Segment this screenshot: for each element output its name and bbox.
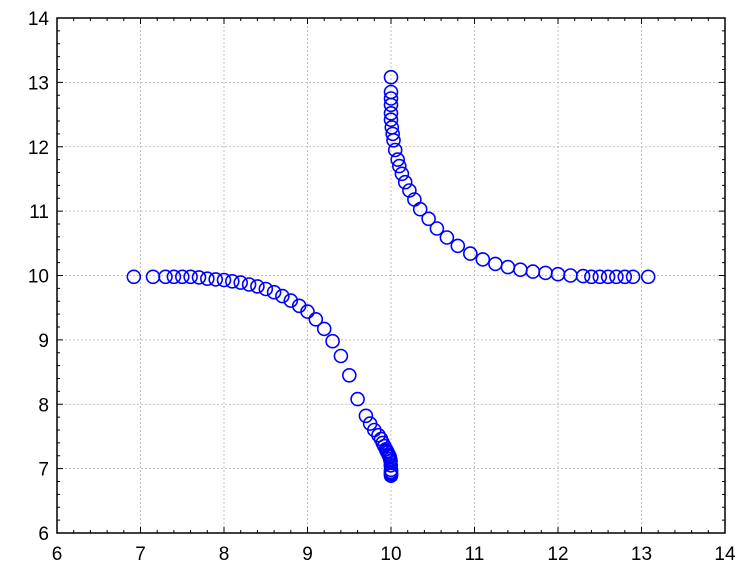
x-tick-label: 12 <box>547 544 568 565</box>
data-point <box>386 133 401 148</box>
x-tick-label: 11 <box>465 544 485 565</box>
data-point <box>258 281 274 297</box>
data-point <box>166 269 182 285</box>
data-points <box>126 69 656 484</box>
x-tick-label: 8 <box>219 544 230 565</box>
data-point <box>575 268 591 284</box>
y-tick-label: 12 <box>28 138 49 159</box>
data-point <box>225 273 240 289</box>
data-point <box>250 279 265 294</box>
data-point <box>350 391 365 407</box>
data-point <box>183 269 198 285</box>
data-point <box>316 321 332 337</box>
data-point <box>475 252 491 267</box>
data-point <box>584 269 599 285</box>
data-point <box>402 183 417 198</box>
data-point <box>421 211 436 227</box>
data-point <box>383 112 399 127</box>
data-point <box>358 408 374 424</box>
data-point <box>383 91 399 106</box>
data-point <box>640 269 656 285</box>
data-point <box>191 270 207 285</box>
y-tick-label: 6 <box>38 524 49 545</box>
y-tick-label: 8 <box>38 395 49 416</box>
data-point <box>333 348 349 364</box>
data-point <box>241 277 257 292</box>
data-point <box>145 269 161 285</box>
data-point <box>439 230 455 245</box>
data-point <box>300 304 315 319</box>
x-axis-ticks: 6 7 8 9 10 11 12 13 14 <box>52 18 736 565</box>
data-point <box>126 269 142 285</box>
y-tick-label: 7 <box>38 460 49 481</box>
data-point <box>397 174 413 190</box>
data-point <box>450 238 466 254</box>
y-tick-label: 13 <box>28 73 49 94</box>
minor-ticks <box>57 18 725 533</box>
data-point <box>390 152 406 167</box>
data-point <box>383 458 399 473</box>
data-point <box>538 265 553 281</box>
data-point <box>625 269 641 285</box>
y-axis-ticks: 6 7 8 9 10 11 12 13 14 <box>28 9 725 545</box>
y-tick-label: 9 <box>38 331 49 352</box>
data-point <box>462 246 478 261</box>
data-point <box>383 97 399 113</box>
data-point <box>383 468 399 484</box>
data-point <box>391 158 407 174</box>
x-tick-label: 14 <box>714 544 736 565</box>
data-point <box>266 284 282 300</box>
data-point <box>383 106 399 121</box>
y-tick-label: 14 <box>28 9 50 30</box>
x-tick-label: 13 <box>631 544 652 565</box>
data-point <box>200 271 215 287</box>
data-point <box>233 275 248 290</box>
data-point <box>385 126 401 142</box>
data-point <box>429 221 445 236</box>
data-point <box>341 367 357 383</box>
grid-lines <box>57 18 725 533</box>
data-point <box>500 259 516 275</box>
data-point <box>275 288 290 304</box>
x-tick-label: 6 <box>52 544 63 565</box>
data-point <box>513 262 528 278</box>
x-tick-label: 9 <box>302 544 313 565</box>
x-tick-label: 10 <box>380 544 401 565</box>
data-point <box>525 264 541 279</box>
data-point <box>592 269 608 285</box>
data-point <box>412 201 428 217</box>
data-point <box>394 166 410 182</box>
data-point <box>488 256 503 272</box>
data-point <box>325 333 340 349</box>
data-point <box>158 269 173 285</box>
data-point <box>308 311 324 327</box>
y-tick-label: 11 <box>29 202 49 223</box>
data-point <box>383 69 399 85</box>
data-point <box>600 269 616 285</box>
data-point <box>609 269 624 285</box>
data-point <box>283 293 299 308</box>
x-tick-label: 7 <box>135 544 146 565</box>
data-point <box>175 269 190 285</box>
data-point <box>387 142 403 158</box>
data-point <box>208 272 223 287</box>
y-tick-label: 10 <box>28 267 49 288</box>
data-point <box>216 272 232 288</box>
data-point <box>617 269 633 285</box>
